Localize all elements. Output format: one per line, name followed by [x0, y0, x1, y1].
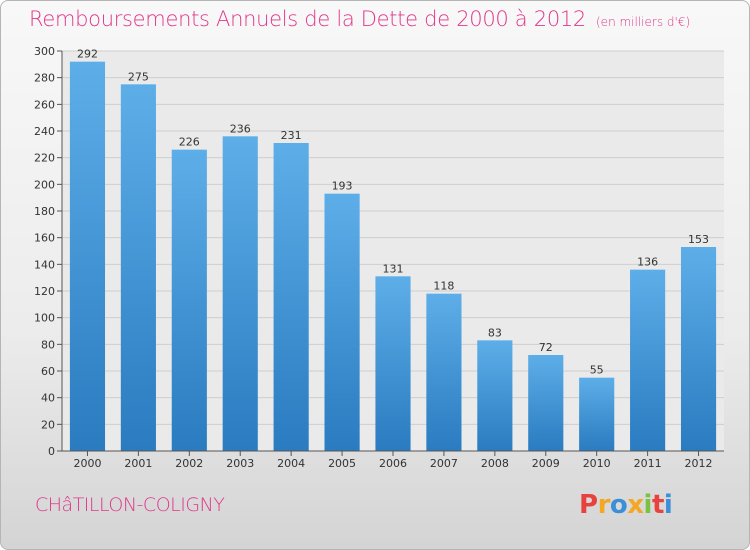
- y-tick-label: 300: [34, 45, 55, 58]
- bar-2001: [120, 84, 156, 451]
- x-tick-label-2012: 2012: [685, 457, 713, 470]
- x-tick-label-2004: 2004: [277, 457, 305, 470]
- logo-letter: x: [627, 490, 644, 520]
- bar-2009: [528, 355, 564, 451]
- y-tick-label: 260: [34, 98, 55, 111]
- logo-letter: t: [651, 490, 664, 520]
- bar-2003: [222, 136, 258, 452]
- y-tick-label: 20: [41, 418, 55, 431]
- logo-letter: o: [609, 490, 628, 520]
- y-tick-label: 280: [34, 72, 55, 85]
- data-label-2011: 136: [637, 256, 658, 269]
- x-axis: 2000 2001 2002 2003 2004 2005 2006 2007 2008 2009…: [62, 450, 724, 470]
- data-label-2008: 83: [488, 326, 502, 339]
- x-tick-label-2006: 2006: [379, 457, 407, 470]
- x-tick-label-2008: 2008: [481, 457, 509, 470]
- x-tick-label-2005: 2005: [328, 457, 356, 470]
- proxiti-logo[interactable]: Proxiti: [579, 490, 673, 520]
- data-label-2001: 275: [128, 70, 149, 83]
- bar-2002: [171, 149, 207, 451]
- logo-letter: i: [663, 490, 673, 520]
- chart-title: Remboursements Annuels de la Dette de 20…: [29, 7, 690, 31]
- bar-2008: [477, 340, 513, 451]
- data-label-2007: 118: [433, 280, 454, 293]
- x-tick-label-2002: 2002: [175, 457, 203, 470]
- chart-unit-label: (en milliers d'€): [596, 15, 691, 29]
- data-label-2000: 292: [77, 48, 98, 61]
- bar-2005: [324, 193, 360, 451]
- bar-2000: [69, 61, 106, 452]
- y-tick-label: 120: [34, 285, 55, 298]
- y-tick-label: 0: [48, 445, 55, 458]
- x-tick-label-2000: 2000: [73, 457, 101, 470]
- commune-name: CHâTILLON-COLIGNY: [35, 494, 225, 516]
- data-label-2012: 153: [688, 233, 709, 246]
- chart-title-text: Remboursements Annuels de la Dette de 20…: [29, 7, 586, 31]
- bar-2011: [630, 269, 666, 451]
- bar-2006: [375, 276, 411, 451]
- bar-2004: [273, 143, 309, 451]
- x-tick-label-2003: 2003: [226, 457, 254, 470]
- y-tick-label: 220: [34, 152, 55, 165]
- x-tick-label-2001: 2001: [124, 457, 152, 470]
- x-tick-label-2011: 2011: [634, 457, 662, 470]
- y-tick-label: 100: [34, 312, 55, 325]
- y-tick-label: 140: [34, 258, 55, 271]
- bar-2012: [680, 247, 717, 451]
- y-tick-label: 160: [34, 232, 55, 245]
- x-tick-label-2009: 2009: [532, 457, 560, 470]
- y-tick-label: 60: [41, 365, 55, 378]
- logo-letter: P: [579, 490, 598, 520]
- y-tick-label: 240: [34, 125, 55, 138]
- bar-2007: [426, 293, 462, 451]
- data-label-2005: 193: [332, 180, 353, 193]
- y-tick-label: 40: [41, 392, 55, 405]
- data-label-2009: 72: [539, 341, 553, 354]
- x-tick-label-2007: 2007: [430, 457, 458, 470]
- data-label-2006: 131: [383, 262, 404, 275]
- bar-2010: [579, 377, 615, 451]
- data-label-2004: 231: [281, 129, 302, 142]
- bars-group: 292 275 226 236 231 193 131 118 83 72 55 136 153: [69, 48, 717, 452]
- y-tick-label: 200: [34, 178, 55, 191]
- logo-letter: r: [597, 490, 611, 520]
- data-label-2002: 226: [179, 136, 200, 149]
- data-label-2010: 55: [590, 364, 604, 377]
- data-label-2003: 236: [230, 122, 251, 135]
- y-tick-label: 80: [41, 338, 55, 351]
- y-tick-label: 180: [34, 205, 55, 218]
- x-tick-label-2010: 2010: [583, 457, 611, 470]
- logo-letter: i: [643, 490, 653, 520]
- y-axis: 0 20 40 60 80 100 120 140 160 180 200 220 240 260 280 3…: [34, 45, 63, 458]
